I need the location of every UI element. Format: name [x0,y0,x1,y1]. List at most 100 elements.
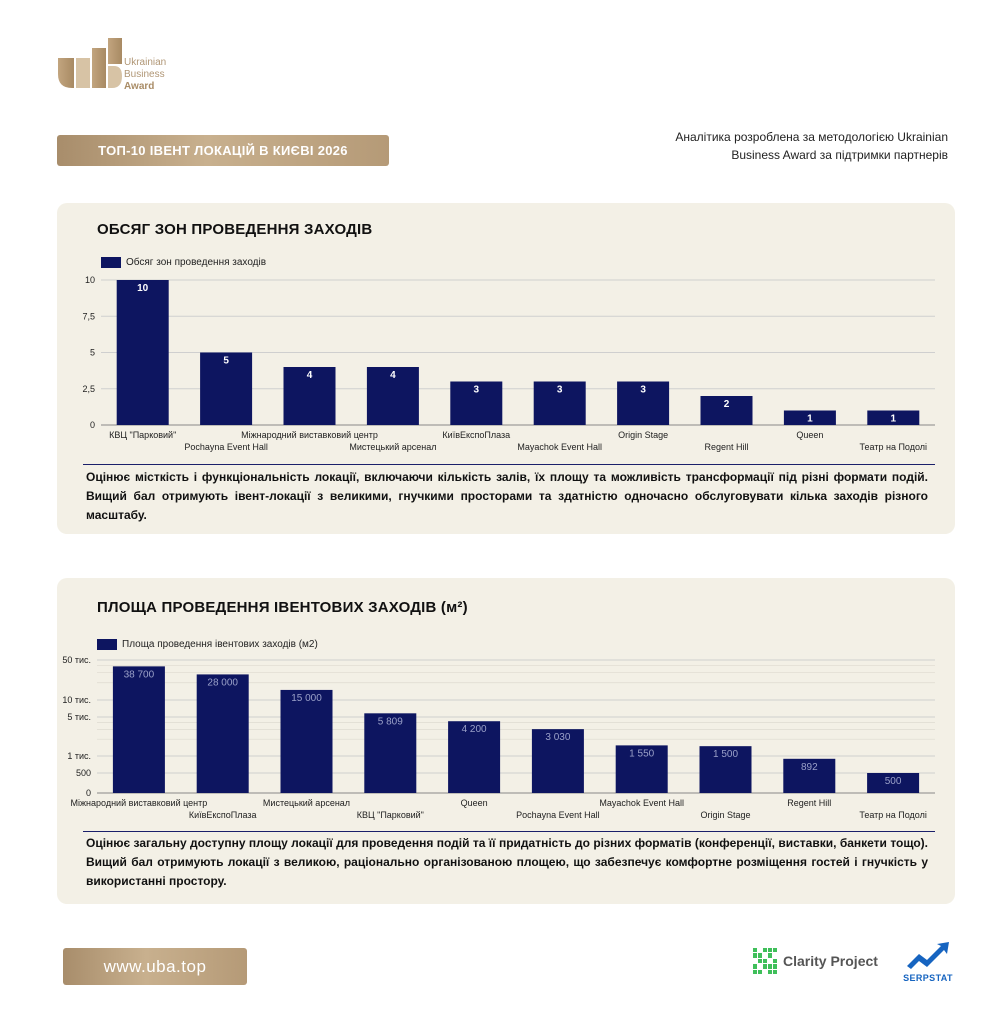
bar [283,367,336,425]
bar [867,773,920,793]
bar [448,721,501,793]
bar [617,381,670,425]
chart1-divider [83,464,935,465]
methodology-note: Аналітика розроблена за методологією Ukr… [618,128,948,164]
data-label: 1 [891,414,897,425]
y-tick-label: 10 тис. [62,695,91,705]
bar [531,729,584,793]
bar [615,745,668,793]
x-tick-label: Мистецький арсенал [349,442,436,452]
x-tick-label: Мистецький арсенал [263,798,350,808]
y-tick-label: 2,5 [82,384,95,394]
x-tick-label: Regent Hill [704,442,748,452]
chart1-legend: Обсяг зон проведення заходів [101,257,266,268]
x-tick-label: КиївЕкспоПлаза [189,810,257,820]
bar [366,367,419,425]
x-tick-label: Mayachok Event Hall [599,798,684,808]
data-label: 38 700 [124,669,155,680]
bar [450,381,503,425]
x-tick-label: Міжнародний виставковий центр [71,798,208,808]
venue-zones-card: ОБСЯГ ЗОН ПРОВЕДЕННЯ ЗАХОДІВ Обсяг зон п… [57,203,955,534]
y-tick-label: 5 [90,348,95,358]
bar [364,713,417,793]
bar [116,280,169,425]
data-label: 3 [474,385,480,396]
data-label: 500 [885,776,902,787]
x-tick-label: Міжнародний виставковий центр [241,430,378,440]
ukrainian-business-award-logo-icon [58,38,122,88]
clarity-project-name: Clarity Project [783,953,878,969]
data-label: 3 [557,385,563,396]
y-tick-label: 1 тис. [67,751,91,761]
chart2-divider [83,831,935,832]
clarity-project-logo: Clarity Project [753,948,878,974]
x-tick-label: Mayachok Event Hall [517,442,602,452]
serpstat-name: SERPSTAT [903,973,953,983]
logo-line-3: Award [124,81,155,92]
bar [280,689,333,793]
data-label: 15 000 [291,693,322,704]
serpstat-icon [907,942,949,969]
y-tick-label: 10 [85,275,95,285]
x-tick-label: Театр на Подолі [859,810,927,820]
website-link[interactable]: www.uba.top [63,948,247,985]
x-tick-label: Origin Stage [700,810,750,820]
chart2-legend: Площа проведення івентових заходів (м2) [97,639,318,650]
serpstat-logo: SERPSTAT [898,940,958,984]
y-tick-label: 0 [86,788,91,798]
report-title: ТОП-10 ІВЕНТ ЛОКАЦІЙ В КИЄВІ 2026 [98,143,348,158]
clarity-project-icon [753,948,777,974]
y-tick-label: 500 [76,768,91,778]
data-label: 5 809 [378,716,403,727]
bar [700,396,753,425]
data-label: 1 500 [713,749,738,760]
chart2-legend-swatch [97,639,117,650]
event-area-description: Оцінює загальну доступну площу локації д… [86,836,928,888]
data-label: 28 000 [207,677,238,688]
x-tick-label: Origin Stage [618,430,668,440]
venue-zones-title: ОБСЯГ ЗОН ПРОВЕДЕННЯ ЗАХОДІВ [97,221,373,238]
data-label: 3 030 [545,732,570,743]
data-label: 4 [307,370,313,381]
chart1-legend-label: Обсяг зон проведення заходів [126,257,267,268]
y-tick-label: 7,5 [82,311,95,321]
methodology-note-line-1: Аналітика розроблена за методологією Ukr… [675,130,948,144]
x-tick-label: Театр на Подолі [860,442,928,452]
methodology-note-line-2: Business Award за підтримки партнерів [731,148,948,162]
chart2-legend-label: Площа проведення івентових заходів (м2) [122,639,318,650]
y-tick-label: 0 [90,420,95,430]
bar [783,410,836,425]
x-tick-label: Queen [461,798,488,808]
x-tick-label: Pochayna Event Hall [516,810,600,820]
bar [533,381,586,425]
event-area-card: ПЛОЩА ПРОВЕДЕННЯ ІВЕНТОВИХ ЗАХОДІВ (м²) … [57,578,955,904]
bar [200,352,253,425]
data-label: 5 [223,356,229,367]
logo-wordmark: Ukrainian Business Award [124,57,166,93]
venue-zones-description: Оцінює місткість і функціональність лока… [86,470,928,522]
event-area-title: ПЛОЩА ПРОВЕДЕННЯ ІВЕНТОВИХ ЗАХОДІВ (м²) [97,599,468,616]
data-label: 10 [137,283,149,294]
report-title-banner: ТОП-10 ІВЕНТ ЛОКАЦІЙ В КИЄВІ 2026 [57,135,389,166]
data-label: 4 [390,370,396,381]
bar [867,410,920,425]
x-tick-label: Regent Hill [787,798,831,808]
data-label: 1 [807,414,813,425]
bar [112,666,165,793]
y-tick-label: 5 тис. [67,712,91,722]
website-link-label: www.uba.top [103,957,207,976]
logo-line-2: Business [124,69,165,80]
event-area-bar-chart: 0 500 1 тис. 5 тис. 10 тис. 50 тис. 38 700 Міжн… [62,655,935,820]
data-label: 1 550 [629,748,654,759]
x-tick-label: КВЦ "Парковий" [109,430,176,440]
y-tick-label: 50 тис. [62,655,91,665]
logo-line-1: Ukrainian [124,57,167,68]
x-tick-label: Pochayna Event Hall [184,442,268,452]
bar [196,674,249,793]
x-tick-label: Queen [796,430,823,440]
data-label: 892 [801,762,818,773]
x-tick-label: КиївЕкспоПлаза [442,430,510,440]
bar [783,758,836,793]
venue-zones-bar-chart: 0 2,5 5 7,5 10 10 КВЦ "Парковий" 5 Pochayna Even… [82,275,935,452]
data-label: 4 200 [462,724,487,735]
